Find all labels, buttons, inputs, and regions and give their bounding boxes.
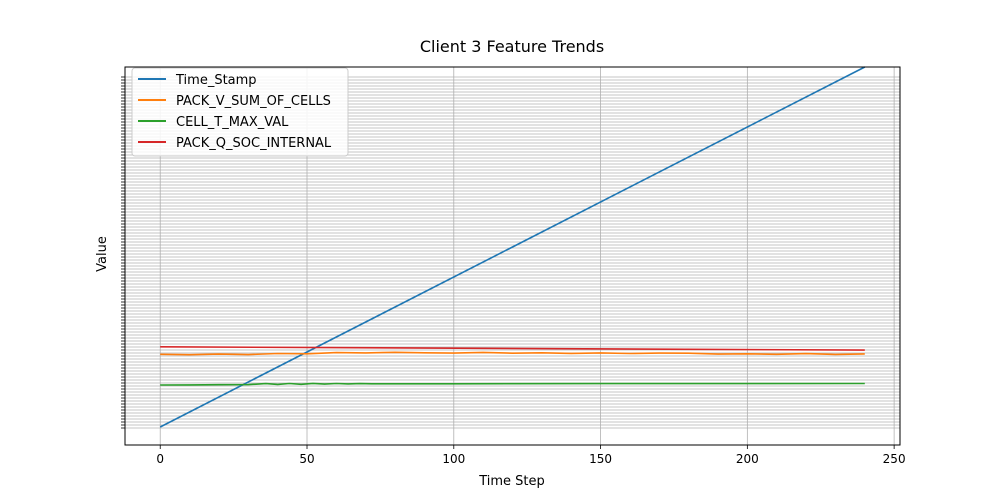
- x-tick-label: 0: [156, 452, 164, 466]
- legend-entry-label: Time_Stamp: [175, 73, 257, 88]
- chart-title: Client 3 Feature Trends: [420, 37, 604, 56]
- x-axis-label: Time Step: [478, 474, 545, 489]
- x-tick-label: 150: [589, 452, 612, 466]
- y-axis-label: Value: [95, 236, 110, 272]
- series-line-pack-q-soc-internal: [160, 345, 865, 351]
- x-tick-label: 200: [736, 452, 759, 466]
- horizontal-gridlines: [125, 76, 900, 429]
- legend: Time_Stamp PACK_V_SUM_OF_CELLS CELL_T_MAX_…: [131, 67, 349, 157]
- x-axis-ticks: 0 50 100 150 200 250: [156, 445, 906, 466]
- x-tick-label: 250: [883, 452, 906, 466]
- series-line-time-stamp: [159, 66, 866, 428]
- x-tick-label: 100: [442, 452, 465, 466]
- x-tick-label: 50: [299, 452, 314, 466]
- legend-entry-label: PACK_Q_SOC_INTERNAL: [176, 136, 332, 151]
- legend-box: [131, 67, 349, 157]
- series-line-pack-v-sum-of-cells: [160, 351, 865, 356]
- legend-entry-label: CELL_T_MAX_VAL: [176, 115, 289, 130]
- y-axis-ticks: [121, 76, 125, 429]
- plot-frame: [124, 66, 901, 446]
- series-layer: [159, 66, 866, 428]
- legend-entry-label: PACK_V_SUM_OF_CELLS: [176, 94, 331, 109]
- series-line-cell-t-max-val: [160, 382, 865, 386]
